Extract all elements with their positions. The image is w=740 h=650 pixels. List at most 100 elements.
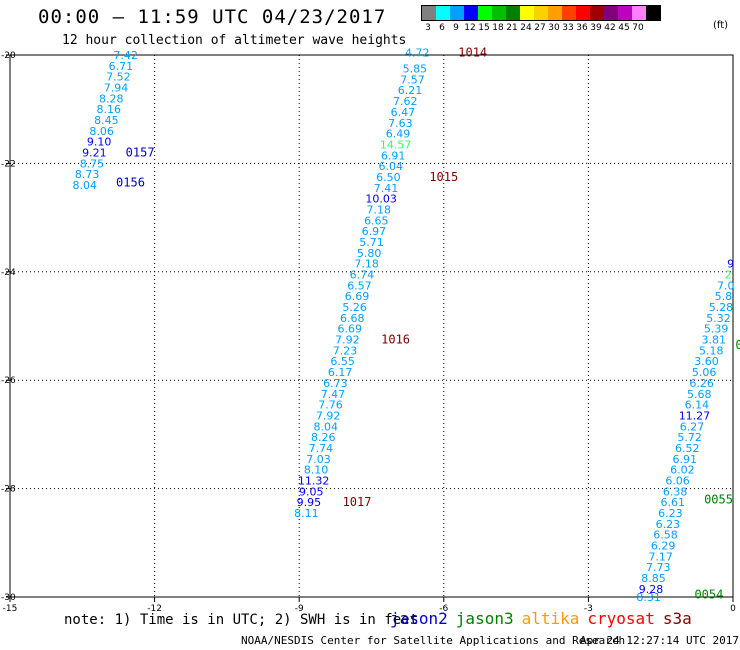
- x-tick-label: -3: [584, 604, 593, 614]
- wave-height-point: 6.61: [661, 496, 686, 509]
- wave-height-point: 6.29: [651, 540, 676, 553]
- wave-height-point: 7.57: [400, 73, 425, 86]
- wave-height-point: 5.26: [342, 301, 367, 314]
- wave-height-point: 10.03: [365, 193, 397, 206]
- wave-height-point: 8.16: [97, 103, 122, 116]
- color-scale-tick: 42: [604, 23, 616, 33]
- wave-height-point: 5.71: [359, 236, 384, 249]
- x-tick-label: -15: [3, 604, 18, 614]
- color-scale-tick: 70: [632, 23, 644, 33]
- color-scale-tick: 9: [453, 23, 459, 33]
- wave-height-point: 7.73: [646, 561, 671, 574]
- wave-height-point: 7.92: [335, 334, 360, 347]
- color-swatch: [534, 6, 548, 20]
- wave-height-point: 7.03: [306, 453, 331, 466]
- wave-height-point: 11.27: [679, 409, 711, 422]
- mission-legend: jason2 jason3 altika cryosat s3a: [390, 609, 700, 628]
- chart-title: 00:00 – 11:59 UTC 04/23/2017: [38, 6, 387, 28]
- plot-frame: [9, 54, 734, 598]
- wave-height-point: 6.91: [673, 453, 698, 466]
- wave-height-point: 6.23: [658, 507, 683, 520]
- color-swatch: [436, 6, 450, 20]
- y-tick-label: -28: [1, 485, 16, 495]
- wave-height-point: 7.18: [366, 203, 391, 216]
- pass-time-label: 0156: [116, 175, 145, 189]
- wave-height-point: 6.06: [665, 474, 690, 487]
- pass-time-label: 1017: [343, 495, 372, 509]
- wave-height-point: 5.06: [692, 366, 717, 379]
- wave-height-point: 7.18: [354, 258, 379, 271]
- wave-height-point: 14.57: [380, 138, 412, 151]
- color-swatch: [548, 6, 562, 20]
- wave-height-point: 5.80: [357, 247, 382, 260]
- color-swatch: [506, 6, 520, 20]
- wave-height-point: 9.95: [297, 496, 322, 509]
- wave-height-point: 5.68: [687, 388, 712, 401]
- wave-height-point: 6.57: [347, 279, 372, 292]
- color-scale-tick: 6: [439, 23, 445, 33]
- wave-height-point: 9: [727, 258, 734, 271]
- wave-height-point: 7.52: [106, 71, 131, 84]
- wave-height-point: 7.42: [113, 49, 138, 62]
- wave-height-point: 9.28: [639, 583, 664, 596]
- y-tick-label: -24: [1, 268, 16, 278]
- pass-time-label: 0055: [704, 492, 733, 506]
- wave-height-point: 7.76: [318, 399, 343, 412]
- wave-height-point: 2: [725, 269, 732, 282]
- wave-height-point: 5.8: [715, 290, 733, 303]
- color-scale-legend: 3 6 9 12 15 18 21 24 27 30 33 36 39 42 45 70 (ft): [421, 5, 728, 33]
- color-swatch: [604, 6, 618, 20]
- pass-time-label: 1014: [458, 45, 487, 59]
- wave-height-point: 6.69: [338, 323, 363, 336]
- wave-height-point: 6.02: [670, 464, 695, 477]
- wave-height-point: 8.04: [72, 179, 97, 192]
- color-swatch: [632, 6, 646, 20]
- wave-height-point: 6.21: [398, 84, 423, 97]
- wave-height-point: 3.60: [694, 355, 719, 368]
- wave-height-point: 7.63: [388, 117, 413, 130]
- pass-time-label: 1016: [381, 333, 410, 347]
- wave-height-point: 8.85: [641, 572, 666, 585]
- wave-height-point: 6.49: [386, 128, 411, 141]
- wave-height-point: 6.04: [379, 160, 404, 173]
- wave-height-point: 7.92: [316, 409, 341, 422]
- color-swatch: [422, 6, 436, 20]
- color-swatch: [450, 6, 464, 20]
- wave-height-point: 8.45: [94, 114, 119, 127]
- wave-height-point: 6.71: [109, 60, 134, 73]
- chart-subtitle: 12 hour collection of altimeter wave hei…: [62, 33, 407, 48]
- color-swatch: [576, 6, 590, 20]
- wave-height-point: 6.47: [391, 106, 416, 119]
- color-scale-tick: 3: [425, 23, 431, 33]
- wave-height-point: 3.81: [701, 334, 726, 347]
- wave-height-point: 5.28: [709, 301, 734, 314]
- mission-altika: altika: [521, 609, 580, 628]
- wave-height-point: 7.41: [374, 182, 399, 195]
- wave-height-point: 7.0: [717, 279, 735, 292]
- wave-height-point: 8.73: [75, 168, 100, 181]
- wave-height-point: 9.21: [82, 147, 107, 160]
- wave-height-point: 5.39: [704, 323, 729, 336]
- wave-height-point: 6.50: [376, 171, 401, 184]
- y-tick-label: -22: [1, 159, 16, 169]
- wave-height-point: 4.72: [405, 46, 430, 59]
- color-swatch: [590, 6, 604, 20]
- footer-credit: NOAA/NESDIS Center for Satellite Applica…: [241, 634, 626, 647]
- wave-height-point: 6.38: [663, 485, 688, 498]
- color-swatch: [492, 6, 506, 20]
- wave-height-point: 5.72: [677, 431, 702, 444]
- color-scale-unit: (ft): [713, 20, 729, 31]
- color-swatch: [478, 6, 492, 20]
- wave-height-point: 6.97: [362, 225, 387, 238]
- wave-height-point: 6.73: [323, 377, 348, 390]
- color-scale-tick: 39: [590, 23, 602, 33]
- wave-height-point: 7.47: [321, 388, 346, 401]
- wave-height-point: 6.69: [345, 290, 370, 303]
- wave-height-point: 7.17: [648, 550, 673, 563]
- wave-height-point: 8.31: [636, 591, 661, 604]
- wave-height-point: 9.05: [299, 485, 324, 498]
- wave-height-point: 7.94: [104, 82, 129, 95]
- wave-height-point: 6.55: [330, 355, 355, 368]
- wave-height-point: 6.91: [381, 149, 406, 162]
- color-swatch: [464, 6, 478, 20]
